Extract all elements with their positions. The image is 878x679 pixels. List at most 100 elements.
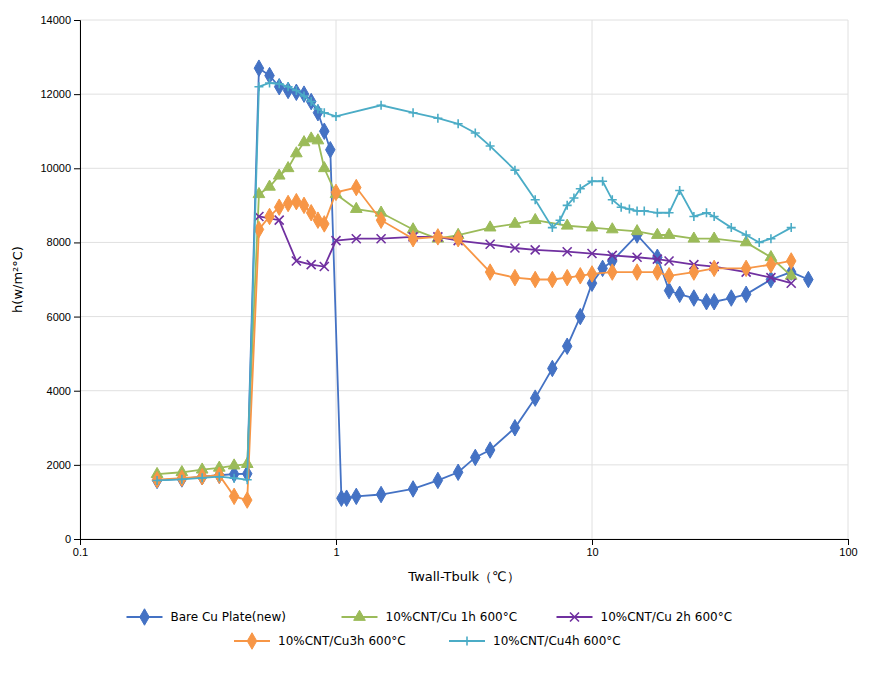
data-point — [510, 269, 520, 285]
y-tick: 2000 — [47, 459, 80, 471]
y-grid-line — [80, 390, 848, 391]
data-point — [352, 179, 362, 195]
y-tick: 4000 — [47, 385, 80, 397]
data-point — [274, 199, 284, 215]
grid — [80, 20, 848, 539]
y-grid-line — [80, 94, 848, 95]
data-point — [377, 101, 386, 110]
y-tick: 12000 — [40, 88, 80, 100]
data-point — [665, 208, 674, 217]
legend-label: 10%CNT/Cu 1h 600°C — [386, 610, 518, 624]
legend-item: 10%CNT/Cu3h 600°C — [234, 633, 406, 649]
data-point — [409, 108, 418, 117]
data-point — [688, 232, 700, 242]
data-point — [766, 234, 775, 243]
y-grid-line — [80, 20, 848, 21]
data-point — [331, 184, 341, 200]
series-line — [157, 188, 791, 501]
data-point — [689, 212, 698, 221]
data-point — [471, 449, 481, 465]
data-point — [485, 442, 495, 458]
data-point — [352, 488, 362, 504]
data-point — [562, 338, 572, 354]
y-tick-label: 14000 — [40, 14, 71, 26]
data-point — [742, 231, 751, 240]
data-point — [675, 186, 684, 195]
data-point — [653, 264, 663, 280]
y-tick-mark — [74, 20, 80, 21]
data-point — [556, 216, 565, 225]
data-point — [766, 273, 775, 282]
legend-label: 10%CNT/Cu3h 600°C — [278, 634, 406, 648]
y-axis-title: h(w/m²°C) — [10, 246, 25, 313]
data-point — [408, 481, 418, 497]
data-point — [433, 114, 442, 123]
legend-label: Bare Cu Plate(new) — [171, 610, 286, 624]
x-tick: 100 — [839, 539, 857, 558]
data-point — [471, 129, 480, 138]
data-point — [576, 184, 585, 193]
y-grid-line — [80, 316, 848, 317]
data-point — [617, 203, 626, 212]
y-tick-mark — [74, 391, 80, 392]
data-point — [486, 240, 495, 249]
x-tick-label: 0.1 — [73, 546, 88, 558]
data-point — [530, 390, 540, 406]
data-point — [653, 255, 662, 264]
legend-marker — [354, 610, 366, 620]
data-point — [675, 286, 685, 302]
data-point — [264, 180, 276, 190]
data-point — [243, 475, 252, 484]
data-point — [509, 217, 521, 227]
data-point — [510, 166, 519, 175]
legend-item: 10%CNT/Cu4h 600°C — [449, 634, 621, 648]
data-point — [300, 91, 309, 100]
data-point — [177, 475, 186, 484]
x-tick-label: 1 — [333, 546, 339, 558]
data-point — [530, 271, 540, 287]
data-point — [664, 268, 674, 284]
x-grid-line — [336, 20, 337, 539]
data-point — [588, 177, 597, 186]
y-tick-mark — [74, 539, 80, 540]
chart: 0.11101000200040006000800010000120001400… — [0, 0, 878, 679]
data-point — [576, 308, 586, 324]
data-point — [408, 230, 418, 246]
legend-item: 10%CNT/Cu 2h 600°C — [557, 610, 733, 624]
legend-marker — [247, 633, 257, 649]
data-point — [292, 86, 301, 95]
data-point — [608, 195, 617, 204]
data-point — [153, 476, 162, 485]
y-tick-label: 0 — [65, 533, 71, 545]
data-point — [320, 262, 329, 271]
x-tick-label: 100 — [839, 546, 857, 558]
data-point — [215, 467, 225, 483]
data-point — [665, 256, 674, 265]
data-point — [229, 488, 239, 504]
x-axis: 0.1 1 10 100 — [73, 539, 858, 558]
x-tick: 10 — [586, 539, 598, 558]
data-point — [254, 82, 263, 91]
legend-label: 10%CNT/Cu 2h 600°C — [601, 610, 733, 624]
series-line — [157, 83, 791, 480]
data-point — [598, 177, 607, 186]
data-point — [453, 230, 463, 246]
data-point — [608, 251, 617, 260]
y-tick-label: 4000 — [47, 385, 71, 397]
data-point — [312, 134, 324, 144]
y-axis-line — [74, 21, 81, 540]
data-point — [215, 472, 224, 481]
data-point — [709, 294, 719, 310]
data-point — [804, 271, 814, 287]
x-tick: 0.1 — [73, 539, 88, 558]
data-point — [710, 212, 719, 221]
data-layer — [151, 60, 813, 508]
data-point — [332, 236, 341, 245]
legend-item: 10%CNT/Cu 1h 600°C — [342, 610, 518, 624]
series-line — [259, 216, 791, 283]
data-point — [548, 271, 558, 287]
data-point — [689, 290, 699, 306]
x-grid-line — [848, 20, 849, 539]
x-tick-mark — [336, 539, 337, 545]
data-point — [586, 221, 598, 231]
